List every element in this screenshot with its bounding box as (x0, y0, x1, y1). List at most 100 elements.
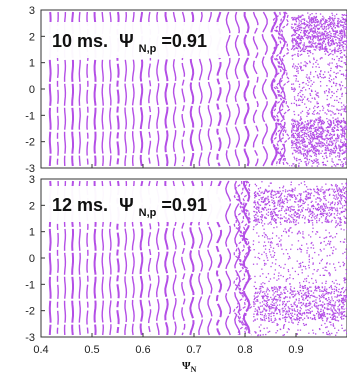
top-point (341, 126, 343, 128)
bottom-point (285, 288, 287, 290)
bottom-point (258, 219, 260, 221)
bottom-point (337, 197, 339, 199)
top-point (338, 144, 340, 146)
bottom-point (325, 183, 327, 185)
top-point (322, 141, 324, 144)
top-point (311, 113, 314, 115)
top-point (334, 126, 336, 129)
bottom-point (279, 195, 281, 198)
top-point (345, 56, 347, 58)
bottom-point (263, 223, 266, 225)
bottom-point (279, 311, 281, 313)
top-point (331, 128, 333, 131)
bottom-point (312, 247, 315, 249)
bottom-point (318, 197, 321, 199)
top-point (292, 163, 294, 165)
bottom-point (255, 185, 258, 187)
bottom-point (308, 312, 310, 314)
top-point (342, 35, 344, 37)
top-point (320, 34, 322, 36)
bottom-point (294, 319, 297, 321)
top-point (298, 149, 300, 151)
bottom-point (309, 286, 311, 288)
bottom-point (261, 301, 264, 303)
top-point (324, 53, 327, 55)
bottom-point (286, 301, 289, 303)
top-point (300, 160, 302, 162)
top-point (314, 121, 316, 123)
top-point (293, 75, 295, 77)
bottom-point (345, 268, 347, 271)
top-point (297, 44, 299, 46)
bottom-point (332, 324, 334, 326)
top-point (329, 123, 331, 126)
bottom-point (290, 286, 292, 288)
bottom-point (342, 297, 345, 299)
top-point (318, 43, 320, 45)
bottom-point (328, 332, 331, 335)
top-point (329, 138, 332, 141)
top-point (342, 132, 344, 134)
bottom-point (273, 321, 275, 323)
top-point (331, 44, 333, 46)
top-point (292, 33, 294, 36)
bottom-point (311, 213, 313, 215)
bottom-point (323, 289, 325, 291)
bottom-point (311, 294, 313, 296)
bottom-point (280, 239, 282, 241)
top-point (333, 134, 335, 136)
bottom-point (261, 181, 263, 183)
top-point (343, 143, 345, 146)
top-point (310, 138, 312, 140)
bottom-point (258, 252, 260, 254)
bottom-point (320, 188, 322, 190)
bottom-point (283, 267, 285, 269)
bottom-point (313, 195, 315, 197)
top-point (310, 135, 312, 137)
top-point (335, 139, 337, 141)
top-point (328, 110, 330, 112)
bottom-point (268, 248, 271, 251)
top-point (303, 30, 305, 32)
xtick-label: 0.8 (237, 344, 252, 356)
bottom-point (253, 285, 255, 288)
bottom-point (338, 189, 340, 191)
bottom-point (282, 201, 284, 204)
bottom-point (305, 323, 307, 326)
top-point (319, 22, 321, 24)
top-point (298, 165, 300, 168)
top-point (303, 29, 306, 32)
top-point (345, 148, 347, 151)
bottom-point (302, 290, 304, 292)
bottom-point (323, 314, 325, 316)
bottom-point (284, 320, 287, 323)
bottom-point (307, 207, 309, 209)
top-point (329, 34, 332, 37)
top-point (304, 135, 306, 137)
top-point (331, 143, 334, 145)
xtick-label: 0.9 (288, 344, 303, 356)
top-point (318, 127, 320, 129)
top-point (327, 130, 330, 132)
top-point (316, 138, 318, 140)
top-point (292, 83, 295, 85)
top-point (330, 133, 333, 136)
bottom-point (328, 207, 331, 209)
bottom-point (327, 305, 329, 307)
top-point (338, 41, 340, 43)
bottom-point (330, 285, 332, 287)
top-point (324, 147, 327, 149)
top-point (297, 130, 299, 132)
top-point (340, 37, 342, 39)
bottom-point (341, 308, 343, 310)
top-point (330, 33, 332, 35)
top-point (332, 38, 334, 40)
top-point (293, 39, 295, 41)
bottom-point (285, 230, 287, 233)
top-point (291, 144, 293, 147)
top-point (298, 20, 300, 22)
top-point (327, 36, 330, 38)
bottom-point (330, 304, 332, 306)
top-point (338, 65, 341, 67)
top-point (340, 24, 342, 26)
